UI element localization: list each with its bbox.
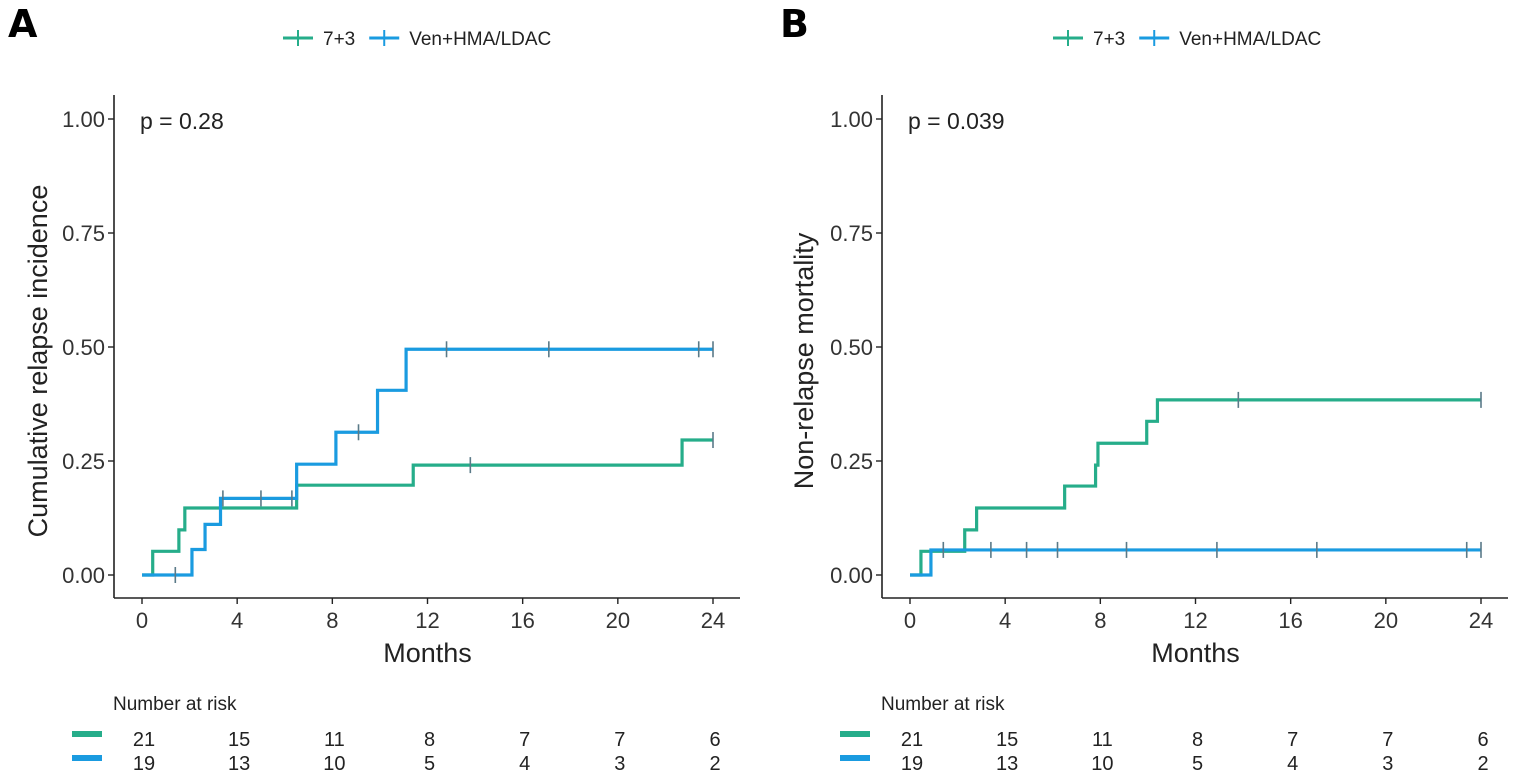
risk-table-cell: 13 <box>228 753 250 775</box>
risk-table-title: Number at risk <box>881 694 1005 715</box>
x-tick-label: 0 <box>136 608 148 633</box>
risk-table-row: 19 13 10 5 4 3 2 <box>72 753 721 775</box>
series-arm-ven-hma-ldac <box>910 541 1482 577</box>
panel-b: B 7+3 Ven+HMA/LDAC 0.00 0.25 0.50 0.75 1.00 0 4 8… <box>768 0 1517 781</box>
y-tick-label: 0.00 <box>62 563 105 588</box>
p-value-annotation: p = 0.28 <box>140 108 224 134</box>
risk-table-cell: 2 <box>709 753 720 775</box>
risk-table-cell: 3 <box>614 753 625 775</box>
step-curve <box>142 438 713 577</box>
risk-table-row: 21 15 11 8 7 7 6 <box>840 729 1489 751</box>
legend-item: Ven+HMA/LDAC <box>369 29 551 50</box>
risk-table-cell: 11 <box>324 729 345 751</box>
x-tick-label: 4 <box>999 608 1011 633</box>
series-arm-ven-hma-ldac <box>142 341 714 583</box>
risk-table-cell: 3 <box>1382 753 1393 775</box>
risk-table-cell: 5 <box>1192 753 1203 775</box>
y-tick-label: 0.50 <box>62 335 105 360</box>
legend-label: 7+3 <box>1093 29 1125 50</box>
risk-table-cell: 21 <box>901 729 923 751</box>
x-axis-title: Months <box>1151 638 1240 668</box>
x-tick-label: 16 <box>1278 608 1302 633</box>
risk-row-swatch <box>840 755 870 761</box>
legend-item: 7+3 <box>283 29 355 50</box>
legend-item: Ven+HMA/LDAC <box>1139 29 1321 50</box>
risk-table-cell: 5 <box>424 753 435 775</box>
x-tick-label: 24 <box>1469 608 1493 633</box>
y-tick-label: 0.25 <box>830 449 873 474</box>
risk-table-cell: 21 <box>133 729 155 751</box>
step-curve <box>910 548 1481 577</box>
risk-table-cell: 15 <box>228 729 250 751</box>
x-tick-label: 12 <box>415 608 439 633</box>
y-tick-label: 0.75 <box>830 221 873 246</box>
risk-table-cell: 6 <box>709 729 720 751</box>
risk-table-title: Number at risk <box>113 694 237 715</box>
y-axis-title: Cumulative relapse incidence <box>23 185 53 538</box>
x-tick-label: 4 <box>231 608 243 633</box>
risk-table-cell: 13 <box>996 753 1018 775</box>
p-value-annotation: p = 0.039 <box>908 108 1005 134</box>
panel-label: A <box>8 2 38 46</box>
x-tick-label: 0 <box>904 608 916 633</box>
y-tick-label: 0.25 <box>62 449 105 474</box>
risk-table-cell: 8 <box>424 729 435 751</box>
step-curve <box>142 347 713 577</box>
x-axis-title: Months <box>383 638 472 668</box>
x-tick-label: 20 <box>606 608 630 633</box>
risk-table-cell: 4 <box>519 753 530 775</box>
y-tick-label: 0.00 <box>830 563 873 588</box>
risk-row-swatch <box>72 755 102 761</box>
chart-a-svg: 7+3 Ven+HMA/LDAC 0.00 0.25 0.50 0.75 1.00 0 4 8 12… <box>23 29 740 775</box>
y-tick-label: 0.75 <box>62 221 105 246</box>
risk-row-swatch <box>72 731 102 737</box>
risk-table-cell: 15 <box>996 729 1018 751</box>
risk-table-cell: 19 <box>901 753 923 775</box>
y-tick-label: 1.00 <box>62 107 105 132</box>
risk-table-cell: 6 <box>1477 729 1488 751</box>
risk-table-cell: 7 <box>1382 729 1393 751</box>
chart-b-svg: 7+3 Ven+HMA/LDAC 0.00 0.25 0.50 0.75 1.00 0 4 8 12… <box>789 29 1508 775</box>
legend-label: Ven+HMA/LDAC <box>409 29 551 50</box>
risk-table-cell: 19 <box>133 753 155 775</box>
risk-row-swatch <box>840 731 870 737</box>
legend: 7+3 Ven+HMA/LDAC <box>1053 29 1321 50</box>
risk-table-cell: 7 <box>519 729 530 751</box>
y-axis-title: Non-relapse mortality <box>789 232 819 489</box>
risk-table-cell: 8 <box>1192 729 1203 751</box>
legend: 7+3 Ven+HMA/LDAC <box>283 29 551 50</box>
series-arm-7-3 <box>910 391 1482 577</box>
x-tick-label: 20 <box>1374 608 1398 633</box>
x-tick-label: 8 <box>326 608 338 633</box>
legend-item: 7+3 <box>1053 29 1125 50</box>
risk-table-row: 21 15 11 8 7 7 6 <box>72 729 721 751</box>
risk-table-cell: 10 <box>1091 753 1113 775</box>
x-tick-label: 12 <box>1183 608 1207 633</box>
y-tick-label: 1.00 <box>830 107 873 132</box>
x-tick-label: 24 <box>701 608 725 633</box>
legend-label: 7+3 <box>323 29 355 50</box>
y-tick-label: 0.50 <box>830 335 873 360</box>
risk-table-cell: 2 <box>1477 753 1488 775</box>
risk-table-cell: 4 <box>1287 753 1298 775</box>
legend-label: Ven+HMA/LDAC <box>1179 29 1321 50</box>
panel-a: A 7+3 Ven+HMA/LDAC 0.00 0.25 0.50 0.75 1.00 0 4 8… <box>0 0 758 781</box>
series-arm-7-3 <box>142 432 714 577</box>
panel-label: B <box>780 2 809 46</box>
x-tick-label: 16 <box>510 608 534 633</box>
risk-table-cell: 7 <box>1287 729 1298 751</box>
risk-table-cell: 10 <box>323 753 345 775</box>
risk-table-cell: 11 <box>1092 729 1113 751</box>
x-tick-label: 8 <box>1094 608 1106 633</box>
risk-table-cell: 7 <box>614 729 625 751</box>
risk-table-row: 19 13 10 5 4 3 2 <box>840 753 1489 775</box>
